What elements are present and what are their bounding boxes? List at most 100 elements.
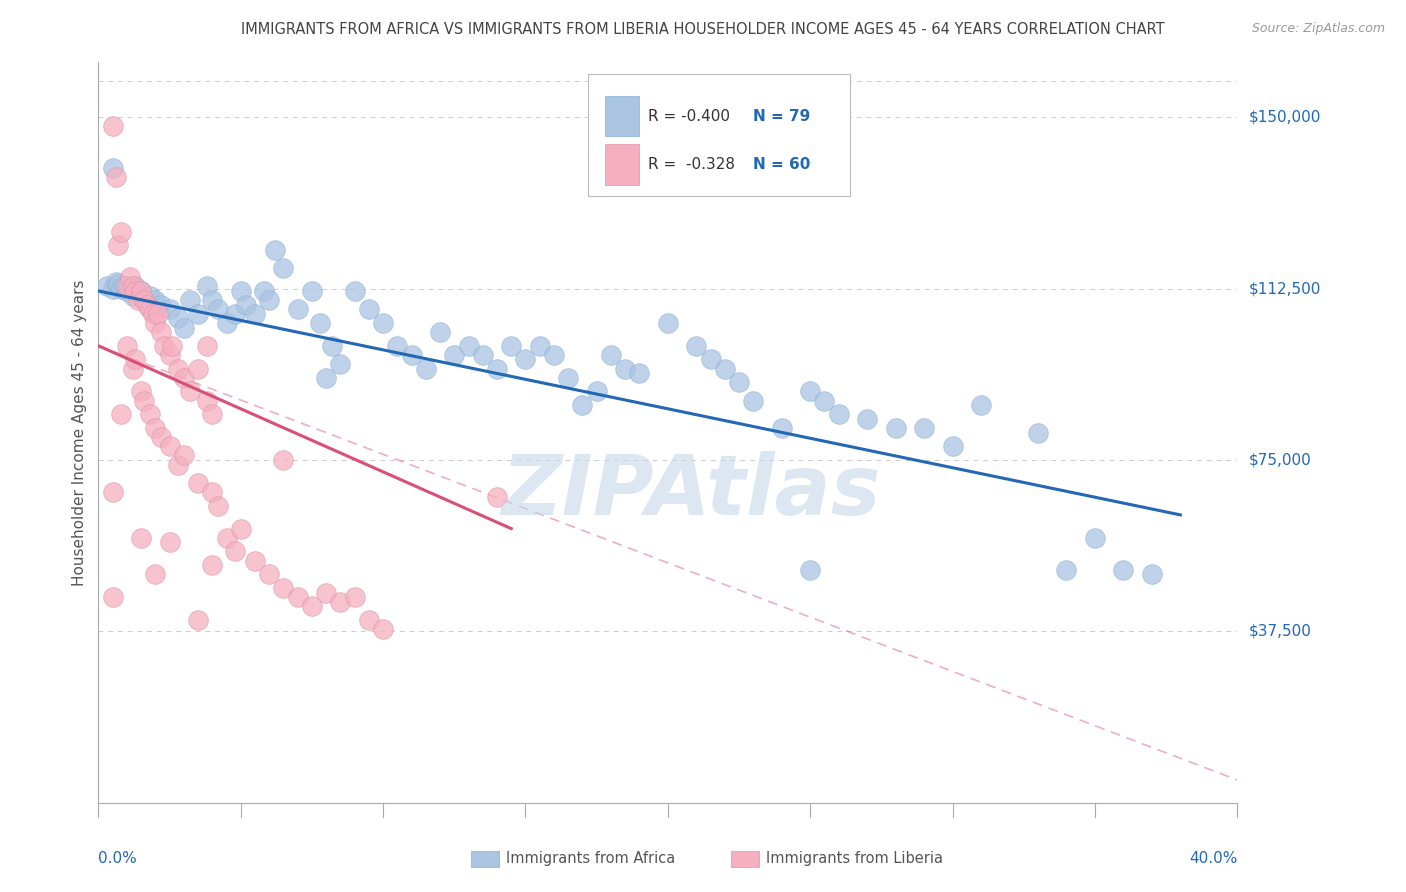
Point — [138, 288, 160, 302]
Point — [224, 544, 246, 558]
Text: R =  -0.328: R = -0.328 — [648, 157, 735, 172]
Point — [124, 352, 146, 367]
Point — [699, 352, 721, 367]
Point — [96, 279, 118, 293]
Point — [110, 408, 132, 422]
Point — [179, 384, 201, 399]
Point — [132, 293, 155, 307]
Point — [115, 284, 138, 298]
Point — [187, 307, 209, 321]
Point — [301, 284, 323, 298]
Point — [1140, 567, 1163, 582]
Point — [229, 522, 252, 536]
Point — [912, 421, 935, 435]
Point — [201, 558, 224, 573]
Point — [315, 585, 337, 599]
Point — [856, 412, 879, 426]
Point — [813, 393, 835, 408]
Point — [329, 595, 352, 609]
Text: 0.0%: 0.0% — [98, 851, 138, 866]
FancyBboxPatch shape — [605, 95, 640, 136]
Point — [173, 449, 195, 463]
Point — [112, 279, 135, 293]
Point — [167, 458, 190, 472]
Point — [101, 161, 124, 175]
Point — [373, 622, 395, 636]
Point — [273, 581, 295, 595]
Point — [132, 393, 155, 408]
Point — [515, 352, 537, 367]
Point — [343, 284, 366, 298]
Point — [321, 339, 343, 353]
Point — [207, 302, 229, 317]
Point — [179, 293, 201, 307]
Point — [828, 408, 851, 422]
Point — [287, 590, 309, 604]
Text: IMMIGRANTS FROM AFRICA VS IMMIGRANTS FROM LIBERIA HOUSEHOLDER INCOME AGES 45 - 6: IMMIGRANTS FROM AFRICA VS IMMIGRANTS FRO… — [242, 22, 1164, 37]
Point — [799, 384, 821, 399]
Text: R = -0.400: R = -0.400 — [648, 109, 731, 124]
Text: Immigrants from Liberia: Immigrants from Liberia — [766, 852, 943, 866]
Point — [259, 293, 281, 307]
Point — [121, 288, 143, 302]
Point — [600, 348, 623, 362]
Point — [273, 261, 295, 276]
Point — [115, 339, 138, 353]
Point — [243, 553, 266, 567]
Point — [357, 302, 380, 317]
Point — [970, 398, 993, 412]
Point — [129, 384, 152, 399]
Point — [235, 298, 257, 312]
Point — [129, 284, 152, 298]
Point — [159, 348, 181, 362]
Point — [101, 120, 124, 134]
Point — [415, 361, 437, 376]
Point — [264, 243, 287, 257]
Point — [273, 453, 295, 467]
Point — [110, 282, 132, 296]
Point — [150, 325, 173, 339]
Point — [229, 284, 252, 298]
Point — [942, 439, 965, 453]
Point — [614, 361, 637, 376]
FancyBboxPatch shape — [588, 73, 851, 195]
Point — [1026, 425, 1049, 440]
Point — [301, 599, 323, 614]
Point — [224, 307, 246, 321]
Point — [309, 316, 332, 330]
Text: Source: ZipAtlas.com: Source: ZipAtlas.com — [1251, 22, 1385, 36]
Point — [195, 393, 218, 408]
Point — [173, 371, 195, 385]
Point — [104, 275, 127, 289]
Point — [118, 282, 141, 296]
Point — [110, 225, 132, 239]
Point — [173, 320, 195, 334]
Point — [252, 284, 274, 298]
Point — [557, 371, 579, 385]
Point — [135, 298, 157, 312]
Point — [118, 270, 141, 285]
Text: N = 60: N = 60 — [754, 157, 811, 172]
Point — [127, 293, 149, 307]
Point — [195, 279, 218, 293]
Point — [401, 348, 423, 362]
Point — [145, 293, 167, 307]
Point — [141, 307, 163, 321]
Point — [138, 302, 160, 317]
Point — [150, 430, 173, 444]
Text: ZIPAtlas: ZIPAtlas — [501, 451, 880, 533]
Point — [195, 339, 218, 353]
Point — [101, 590, 124, 604]
Point — [153, 339, 176, 353]
Point — [201, 293, 224, 307]
Point — [543, 348, 565, 362]
Point — [187, 361, 209, 376]
Point — [201, 408, 224, 422]
Point — [138, 408, 160, 422]
Point — [884, 421, 907, 435]
Point — [129, 284, 152, 298]
Text: $75,000: $75,000 — [1249, 452, 1312, 467]
Y-axis label: Householder Income Ages 45 - 64 years: Householder Income Ages 45 - 64 years — [72, 279, 87, 586]
Point — [124, 279, 146, 293]
Point — [129, 531, 152, 545]
